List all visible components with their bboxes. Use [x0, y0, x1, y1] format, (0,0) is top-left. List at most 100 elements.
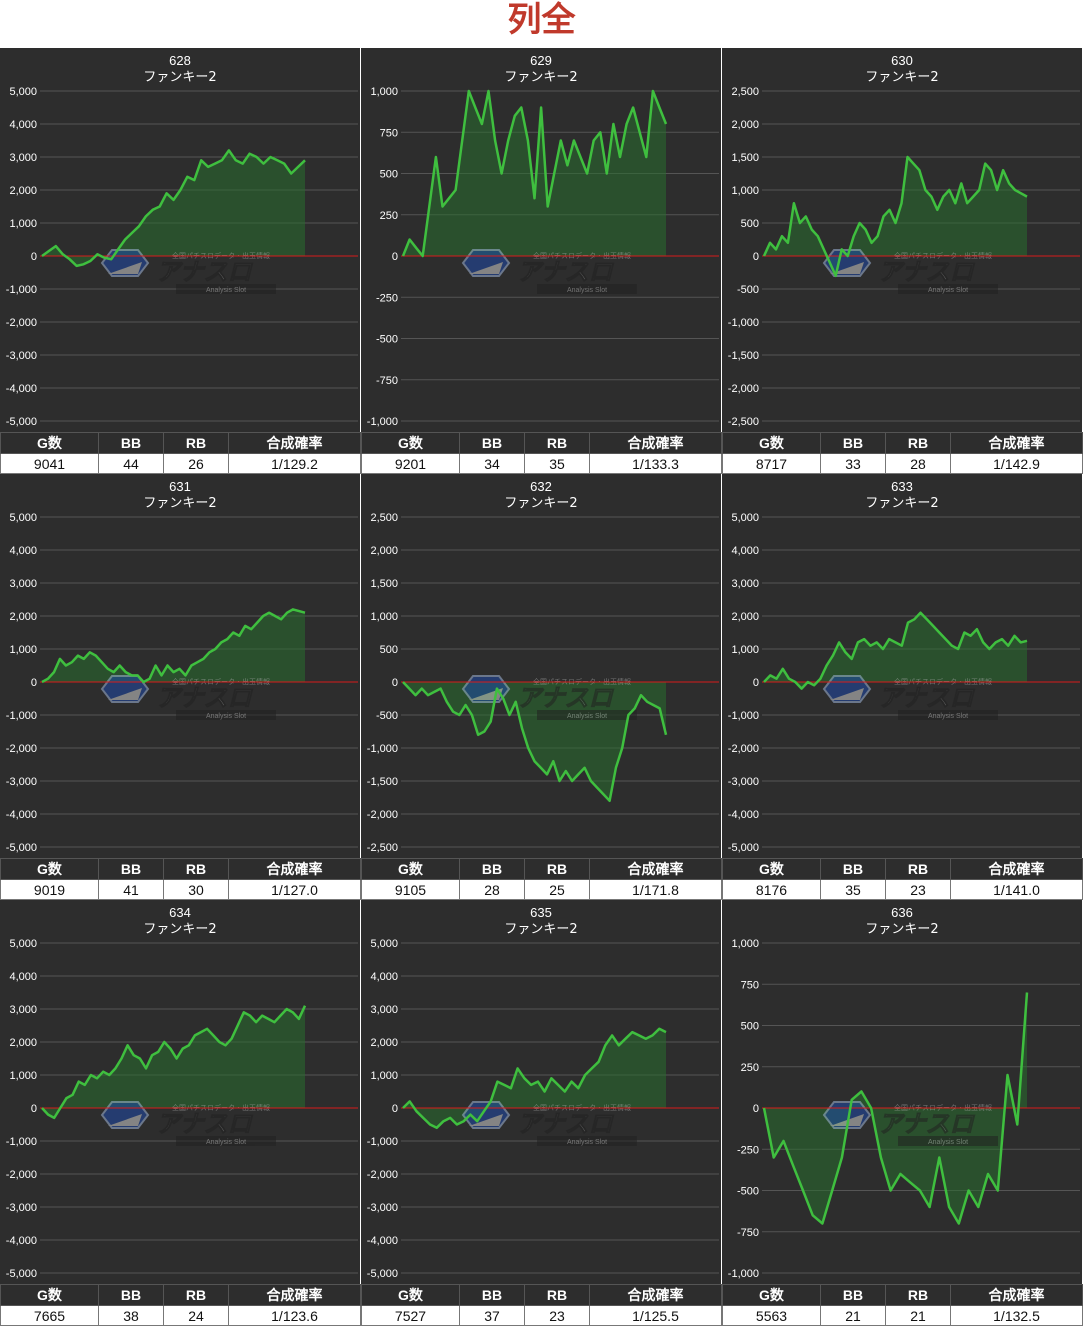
chart-title: 633 — [891, 479, 913, 494]
header-bb: BB — [98, 1284, 164, 1306]
y-tick-label: -2,500 — [728, 416, 759, 428]
area-fill — [764, 612, 1027, 689]
stats-table: G数 BB RB 合成確率 9105 28 25 1/171.8 — [361, 858, 722, 900]
chart-title: 631 — [169, 479, 191, 494]
line-chart: 636 ファンキー2 1,000 750 500 250 0 -250 -500 -750 -1,0… — [728, 905, 1080, 1280]
header-rb: RB — [885, 432, 951, 454]
y-tick-label: 500 — [380, 644, 398, 656]
chart-title: 636 — [891, 905, 913, 920]
y-tick-label: 2,000 — [9, 611, 37, 623]
header-rb: RB — [524, 432, 590, 454]
y-tick-label: 500 — [741, 1021, 759, 1033]
stats-table: G数 BB RB 合成確率 7665 38 24 1/123.6 — [0, 1284, 361, 1326]
page-title: 列全 — [507, 0, 576, 40]
y-tick-label: 5,000 — [9, 938, 37, 950]
y-tick-label: 5,000 — [9, 86, 37, 98]
y-tick-label: -1,000 — [728, 317, 759, 329]
watermark-sub: Analysis Slot — [567, 1139, 607, 1146]
y-tick-label: -750 — [376, 375, 398, 387]
y-tick-label: 1,000 — [731, 938, 759, 950]
rb-value: 26 — [163, 453, 229, 474]
chart-panel-629: 629 ファンキー2 1,000 750 500 250 0 -250 -500 -750 -1,0… — [361, 48, 722, 474]
y-tick-label: 4,000 — [370, 971, 398, 983]
header-rb: RB — [885, 858, 951, 880]
watermark-sub-bg — [537, 1136, 637, 1146]
area-fill — [403, 1028, 666, 1128]
y-tick-label: 3,000 — [370, 1004, 398, 1016]
header-g-count: G数 — [722, 1284, 821, 1306]
watermark-sub-bg — [176, 1136, 276, 1146]
y-tick-label: 2,000 — [370, 1037, 398, 1049]
y-tick-label: -750 — [737, 1227, 759, 1239]
y-tick-label: 2,500 — [731, 86, 759, 98]
watermark-sub: Analysis Slot — [928, 713, 968, 720]
y-tick-label: -5,000 — [6, 842, 37, 854]
watermark-sub: Analysis Slot — [567, 713, 607, 720]
y-tick-label: -5,000 — [728, 842, 759, 854]
stats-table: G数 BB RB 合成確率 8717 33 28 1/142.9 — [722, 432, 1083, 474]
y-tick-label: 3,000 — [9, 152, 37, 164]
header-probability: 合成確率 — [228, 858, 361, 880]
y-tick-label: 250 — [741, 1062, 759, 1074]
y-tick-label: -2,000 — [6, 1169, 37, 1181]
logo-accent — [830, 688, 864, 700]
chart-title: 629 — [530, 53, 552, 68]
y-tick-label: 1,500 — [370, 578, 398, 590]
chart-panel-636: 636 ファンキー2 1,000 750 500 250 0 -250 -500 -750 -1,0… — [722, 900, 1083, 1326]
chart-title: 632 — [530, 479, 552, 494]
g-count-value: 7527 — [361, 1305, 460, 1326]
chart-panel-634: 634 ファンキー2 5,000 4,000 3,000 2,000 1,000 0 -1,00… — [0, 900, 361, 1326]
area-fill — [42, 1005, 305, 1118]
header-g-count: G数 — [0, 858, 99, 880]
line-chart: 631 ファンキー2 5,000 4,000 3,000 2,000 1,000 0 -1,00… — [6, 479, 358, 854]
bb-value: 35 — [820, 879, 886, 900]
probability-value: 1/127.0 — [228, 879, 361, 900]
chart-area: 630 ファンキー2 2,500 2,000 1,500 1,000 500 0 -500 -1,… — [722, 48, 1082, 432]
y-tick-label: -5,000 — [367, 1268, 398, 1280]
header-rb: RB — [163, 858, 229, 880]
bb-value: 33 — [820, 453, 886, 474]
y-tick-label: -3,000 — [6, 350, 37, 362]
header-probability: 合成確率 — [589, 432, 722, 454]
y-tick-label: -500 — [376, 710, 398, 722]
y-tick-label: -4,000 — [367, 1235, 398, 1247]
y-tick-label: 0 — [31, 677, 37, 689]
y-tick-label: -1,500 — [367, 776, 398, 788]
chart-area: 628 ファンキー2 5,000 4,000 3,000 2,000 1,000 0 -1,00… — [0, 48, 360, 432]
rb-value: 21 — [885, 1305, 951, 1326]
y-tick-label: -4,000 — [6, 383, 37, 395]
header-probability: 合成確率 — [228, 432, 361, 454]
y-tick-label: 1,000 — [370, 86, 398, 98]
chart-subtitle: ファンキー2 — [143, 496, 216, 511]
series-line — [762, 155, 1028, 278]
header-g-count: G数 — [722, 858, 821, 880]
line-chart: 629 ファンキー2 1,000 750 500 250 0 -250 -500 -750 -1,0… — [367, 53, 719, 428]
y-tick-label: 1,000 — [370, 1070, 398, 1082]
y-tick-label: 4,000 — [731, 545, 759, 557]
rb-value: 25 — [524, 879, 590, 900]
probability-value: 1/171.8 — [589, 879, 722, 900]
y-tick-label: -500 — [737, 284, 759, 296]
watermark-brand: アナスロ — [517, 258, 615, 286]
header-bb: BB — [459, 858, 525, 880]
probability-value: 1/133.3 — [589, 453, 722, 474]
g-count-value: 9041 — [0, 453, 99, 474]
y-tick-label: -1,000 — [367, 743, 398, 755]
series-line — [763, 611, 1028, 690]
line-chart: 635 ファンキー2 5,000 4,000 3,000 2,000 1,000 0 -1,00… — [367, 905, 719, 1280]
watermark-brand: アナスロ — [878, 1110, 976, 1138]
y-tick-label: 250 — [380, 210, 398, 222]
header-probability: 合成確率 — [950, 858, 1083, 880]
chart-title: 635 — [530, 905, 552, 920]
y-tick-label: -1,500 — [728, 350, 759, 362]
header-g-count: G数 — [361, 432, 460, 454]
chart-title: 634 — [169, 905, 191, 920]
y-tick-label: -2,000 — [6, 743, 37, 755]
watermark-sub-bg — [176, 710, 276, 720]
probability-value: 1/125.5 — [589, 1305, 722, 1326]
y-tick-label: 2,000 — [9, 185, 37, 197]
